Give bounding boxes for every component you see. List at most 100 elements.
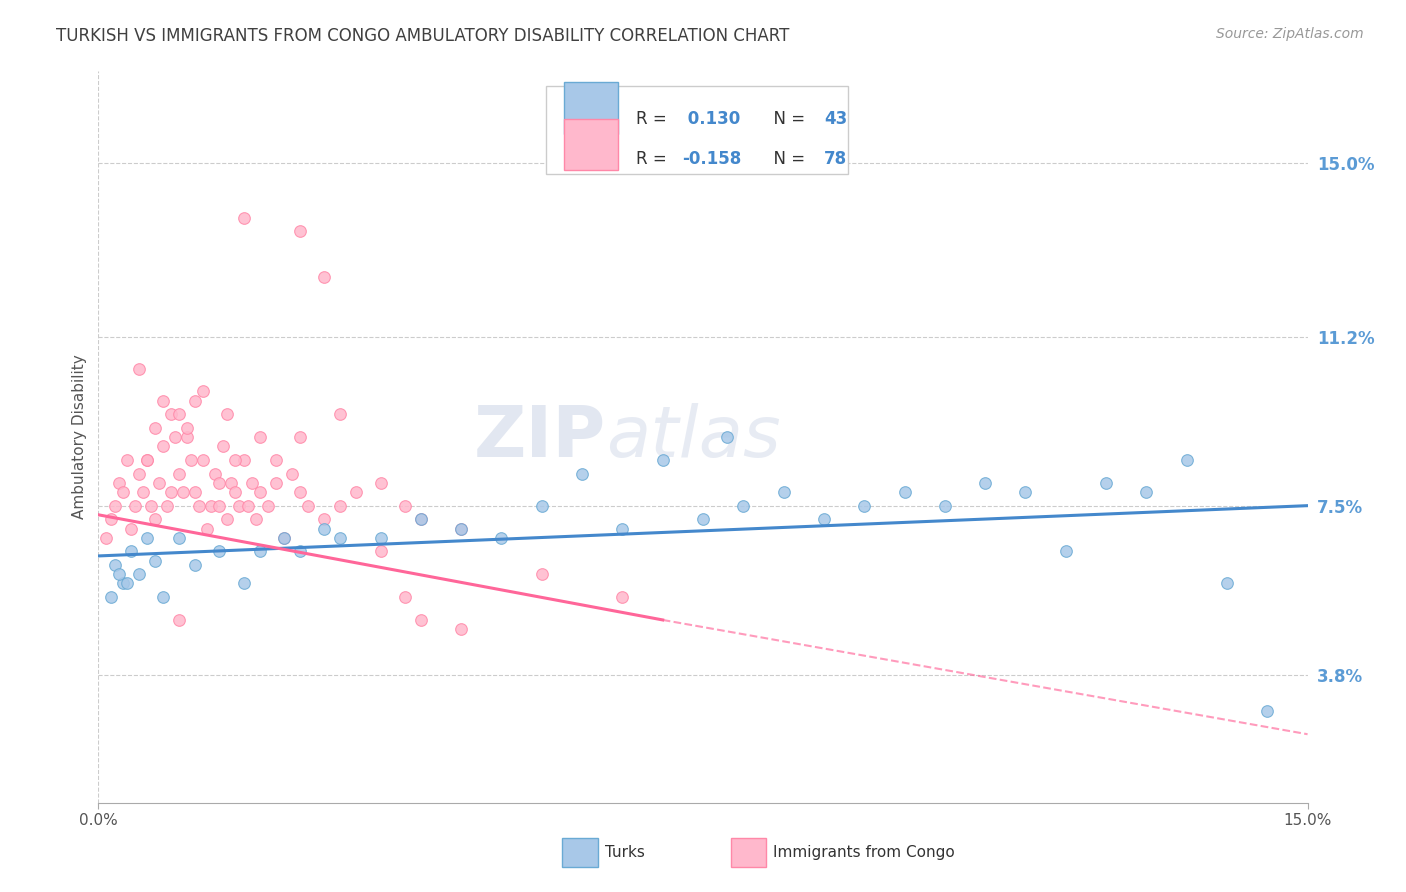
Point — [256, 499, 278, 513]
Point — [111, 485, 134, 500]
Point — [409, 613, 432, 627]
Point — [193, 384, 215, 399]
FancyBboxPatch shape — [564, 82, 619, 134]
Point — [281, 467, 304, 481]
Point — [148, 475, 170, 490]
Text: 0.130: 0.130 — [682, 110, 741, 128]
Point — [612, 590, 634, 604]
Point — [184, 393, 207, 408]
Point — [221, 475, 243, 490]
Point — [135, 531, 157, 545]
Point — [264, 453, 287, 467]
Point — [152, 393, 174, 408]
Text: Turks: Turks — [605, 846, 644, 860]
Point — [1135, 485, 1157, 500]
Text: N =: N = — [763, 150, 811, 168]
Point — [314, 521, 336, 535]
Point — [208, 475, 231, 490]
Point — [167, 531, 190, 545]
Point — [370, 531, 392, 545]
Point — [314, 270, 336, 285]
Point — [491, 531, 513, 545]
Point — [188, 499, 211, 513]
Point — [249, 430, 271, 444]
Point — [571, 467, 593, 481]
Point — [184, 558, 207, 573]
Point — [273, 531, 295, 545]
Point — [200, 499, 222, 513]
Point — [120, 521, 142, 535]
Point — [264, 475, 287, 490]
Text: atlas: atlas — [606, 402, 780, 472]
Point — [273, 531, 295, 545]
Point — [249, 544, 271, 558]
Point — [733, 499, 755, 513]
Text: R =: R = — [637, 110, 672, 128]
Point — [167, 467, 190, 481]
Text: TURKISH VS IMMIGRANTS FROM CONGO AMBULATORY DISABILITY CORRELATION CHART: TURKISH VS IMMIGRANTS FROM CONGO AMBULAT… — [56, 27, 790, 45]
Point — [450, 521, 472, 535]
Point — [208, 544, 231, 558]
Text: Immigrants from Congo: Immigrants from Congo — [773, 846, 955, 860]
Point — [1095, 475, 1118, 490]
Point — [329, 499, 352, 513]
Point — [450, 622, 472, 636]
Point — [184, 485, 207, 500]
Point — [329, 531, 352, 545]
Point — [772, 485, 794, 500]
Point — [212, 439, 235, 453]
Point — [120, 544, 142, 558]
Point — [1256, 705, 1278, 719]
Point — [163, 430, 186, 444]
Point — [344, 485, 367, 500]
Point — [934, 499, 956, 513]
Point — [530, 567, 553, 582]
Text: 43: 43 — [824, 110, 848, 128]
Text: R =: R = — [637, 150, 672, 168]
Point — [107, 475, 129, 490]
Point — [204, 467, 226, 481]
Point — [217, 512, 239, 526]
Point — [224, 453, 246, 467]
Point — [1175, 453, 1198, 467]
Point — [409, 512, 432, 526]
Y-axis label: Ambulatory Disability: Ambulatory Disability — [72, 355, 87, 519]
Point — [217, 407, 239, 421]
Point — [208, 499, 231, 513]
Text: -0.158: -0.158 — [682, 150, 742, 168]
Point — [240, 475, 263, 490]
Point — [143, 553, 166, 567]
Point — [180, 453, 202, 467]
Point — [1014, 485, 1036, 500]
Point — [172, 485, 194, 500]
Point — [160, 485, 183, 500]
Text: ZIP: ZIP — [474, 402, 606, 472]
Point — [176, 421, 198, 435]
Point — [853, 499, 876, 513]
Point — [135, 453, 157, 467]
Point — [111, 576, 134, 591]
Point — [813, 512, 835, 526]
Point — [692, 512, 714, 526]
Point — [288, 430, 311, 444]
FancyBboxPatch shape — [546, 86, 848, 174]
Point — [232, 453, 254, 467]
Point — [236, 499, 259, 513]
Point — [232, 211, 254, 225]
Point — [160, 407, 183, 421]
Point — [651, 453, 673, 467]
Point — [893, 485, 915, 500]
Point — [128, 361, 150, 376]
Point — [195, 521, 218, 535]
Point — [156, 499, 179, 513]
Point — [193, 453, 215, 467]
Point — [96, 531, 118, 545]
Point — [167, 613, 190, 627]
FancyBboxPatch shape — [564, 119, 619, 170]
Point — [103, 558, 125, 573]
Point — [409, 512, 432, 526]
Point — [245, 512, 267, 526]
Point — [124, 499, 146, 513]
Point — [314, 512, 336, 526]
Point — [249, 485, 271, 500]
